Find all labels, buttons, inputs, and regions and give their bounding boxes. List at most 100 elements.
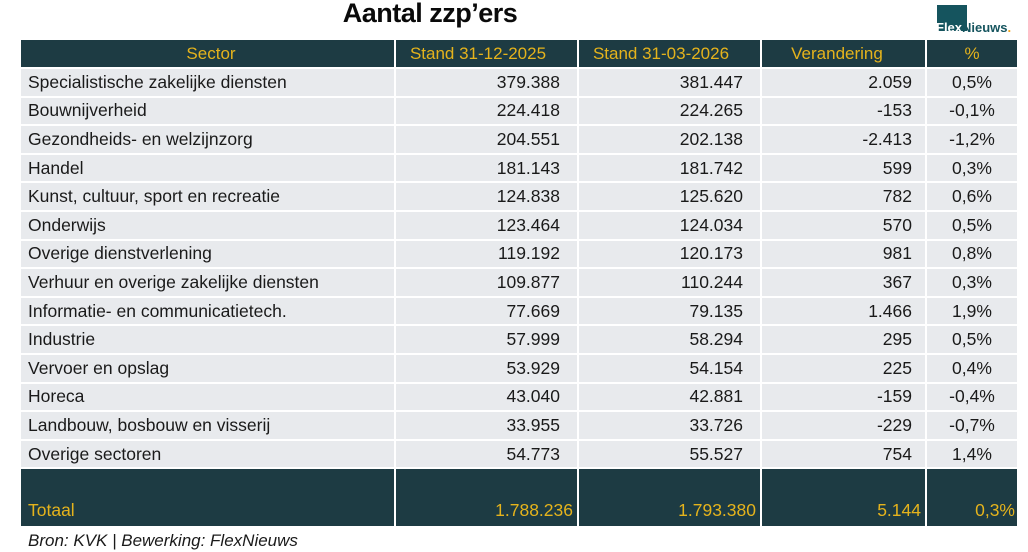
cell-sector: Gezondheids- en welzijnzorg [21,126,394,153]
table-row: Horeca 43.040 42.881 -159 -0,4% [21,383,1017,411]
cell-stand-2025: 124.838 [396,183,577,210]
header-cell-stand-2025: Stand 31-12-2025 [396,40,577,67]
table-row: Onderwijs 123.464 124.034 570 0,5% [21,211,1017,239]
logo-nieuws-label: Nieuws [962,20,1008,35]
cell-stand-2025: 109.877 [396,269,577,296]
cell-verandering: 1.466 [762,297,925,325]
cell-pct: -0,7% [927,412,1017,439]
cell-stand-2026: 79.135 [579,297,760,325]
cell-stand-2025: 224.418 [396,97,577,125]
cell-verandering: 367 [762,269,925,296]
cell-pct: 1,9% [927,297,1017,325]
cell-sector: Vervoer en opslag [21,354,394,382]
cell-stand-2025: 77.669 [396,297,577,325]
flexnieuws-logo: FlexNieuws. [936,5,1022,34]
header-cell-stand-2026: Stand 31-03-2026 [579,40,760,67]
table-row: Bouwnijverheid 224.418 224.265 -153 -0,1% [21,97,1017,125]
cell-stand-2026: 55.527 [579,440,760,468]
cell-verandering: -153 [762,97,925,125]
total-cell-sector: Totaal [21,469,394,527]
cell-sector: Industrie [21,326,394,353]
cell-stand-2026: 125.620 [579,183,760,210]
cell-stand-2026: 58.294 [579,326,760,353]
cell-stand-2026: 181.742 [579,154,760,182]
cell-sector: Overige dienstverlening [21,240,394,268]
header-cell-verandering: Verandering [762,40,925,67]
cell-sector: Onderwijs [21,211,394,239]
cell-pct: 1,4% [927,440,1017,468]
table-row: Verhuur en overige zakelijke diensten 109… [21,269,1017,296]
total-cell-pct: 0,3% [927,469,1017,527]
header-cell-pct: % [927,40,1017,67]
table-row: Handel 181.143 181.742 599 0,3% [21,154,1017,182]
zzp-sector-table: Sector Stand 31-12-2025 Stand 31-03-2026 Ve… [21,40,1017,527]
cell-stand-2025: 119.192 [396,240,577,268]
table-row: Gezondheids- en welzijnzorg 204.551 202.13… [21,126,1017,153]
cell-sector: Overige sectoren [21,440,394,468]
cell-stand-2025: 33.955 [396,412,577,439]
logo-dot: . [1007,20,1012,35]
table-row: Vervoer en opslag 53.929 54.154 225 0,4% [21,354,1017,382]
cell-verandering: 599 [762,154,925,182]
table-body: Specialistische zakelijke diensten 379.38… [21,69,1017,468]
cell-stand-2026: 42.881 [579,383,760,411]
table-row: Specialistische zakelijke diensten 379.38… [21,69,1017,96]
table-row: Industrie 57.999 58.294 295 0,5% [21,326,1017,353]
table-total-row: Totaal 1.788.236 1.793.380 5.144 0,3% [21,469,1017,527]
header-cell-sector: Sector [21,40,394,67]
cell-verandering: 981 [762,240,925,268]
cell-verandering: 570 [762,211,925,239]
cell-pct: 0,4% [927,354,1017,382]
cell-sector: Verhuur en overige zakelijke diensten [21,269,394,296]
cell-sector: Handel [21,154,394,182]
cell-verandering: 225 [762,354,925,382]
cell-stand-2026: 381.447 [579,69,760,96]
table-row: Informatie- en communicatietech. 77.669 79… [21,297,1017,325]
cell-pct: 0,8% [927,240,1017,268]
cell-stand-2026: 124.034 [579,211,760,239]
cell-stand-2026: 120.173 [579,240,760,268]
cell-verandering: -2.413 [762,126,925,153]
cell-pct: 0,3% [927,269,1017,296]
flexnieuws-logo-square [937,5,967,31]
cell-stand-2025: 57.999 [396,326,577,353]
cell-verandering: -159 [762,383,925,411]
cell-pct: 0,6% [927,183,1017,210]
cell-stand-2025: 123.464 [396,211,577,239]
cell-stand-2025: 204.551 [396,126,577,153]
cell-pct: -1,2% [927,126,1017,153]
cell-stand-2026: 33.726 [579,412,760,439]
total-cell-stand-2025: 1.788.236 [396,469,577,527]
cell-verandering: -229 [762,412,925,439]
cell-pct: 0,5% [927,69,1017,96]
total-cell-stand-2026: 1.793.380 [579,469,760,527]
cell-sector: Bouwnijverheid [21,97,394,125]
cell-stand-2025: 43.040 [396,383,577,411]
table-row: Kunst, cultuur, sport en recreatie 124.83… [21,183,1017,210]
cell-pct: 0,3% [927,154,1017,182]
cell-stand-2025: 53.929 [396,354,577,382]
cell-verandering: 295 [762,326,925,353]
cell-stand-2026: 224.265 [579,97,760,125]
total-cell-verandering: 5.144 [762,469,925,527]
cell-sector: Kunst, cultuur, sport en recreatie [21,183,394,210]
cell-verandering: 782 [762,183,925,210]
cell-sector: Specialistische zakelijke diensten [21,69,394,96]
cell-sector: Horeca [21,383,394,411]
cell-stand-2026: 202.138 [579,126,760,153]
cell-pct: -0,1% [927,97,1017,125]
page-title: Aantal zzp’ers [342,0,518,28]
cell-sector: Landbouw, bosbouw en visserij [21,412,394,439]
flexnieuws-logo-text: FlexNieuws. [936,21,1011,34]
table-row: Landbouw, bosbouw en visserij 33.955 33.72… [21,412,1017,439]
table-row: Overige sectoren 54.773 55.527 754 1,4% [21,440,1017,468]
cell-verandering: 2.059 [762,69,925,96]
cell-stand-2025: 379.388 [396,69,577,96]
table-header-row: Sector Stand 31-12-2025 Stand 31-03-2026 Ve… [21,40,1017,67]
cell-stand-2025: 54.773 [396,440,577,468]
table-row: Overige dienstverlening 119.192 120.173 981… [21,240,1017,268]
cell-stand-2026: 54.154 [579,354,760,382]
cell-pct: 0,5% [927,211,1017,239]
cell-verandering: 754 [762,440,925,468]
cell-stand-2026: 110.244 [579,269,760,296]
